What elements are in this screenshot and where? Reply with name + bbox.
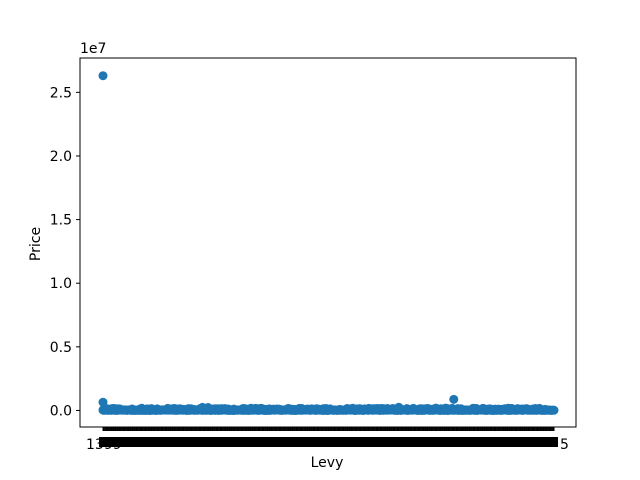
data-point [449, 394, 459, 404]
y-tick-label: 0.5 [50, 340, 72, 356]
data-points [98, 71, 559, 415]
x-tick-band [99, 427, 558, 447]
y-axis-label: Price [28, 227, 44, 261]
data-point [394, 402, 404, 412]
y-tick-label: 2.0 [50, 149, 72, 165]
y-tick-label: 2.5 [50, 85, 72, 101]
y-offset-label: 1e7 [80, 41, 106, 57]
data-point [98, 71, 108, 81]
y-tick-label: 1.0 [50, 276, 72, 292]
data-point [203, 403, 213, 413]
y-tick-label: 0.0 [50, 403, 72, 419]
x-axis: 1399 5 [86, 427, 569, 453]
x-axis-label: Levy [311, 455, 344, 471]
x-tick-label: 5 [560, 437, 569, 453]
data-point [441, 403, 451, 413]
x-tick-label: 1399 [86, 437, 122, 453]
data-point [98, 397, 108, 407]
y-tick-label: 1.5 [50, 213, 72, 229]
x-tick-label-mark [550, 437, 558, 447]
data-point [549, 405, 559, 415]
y-axis: 0.0 0.5 1.0 1.5 2.0 2.5 [50, 85, 80, 419]
